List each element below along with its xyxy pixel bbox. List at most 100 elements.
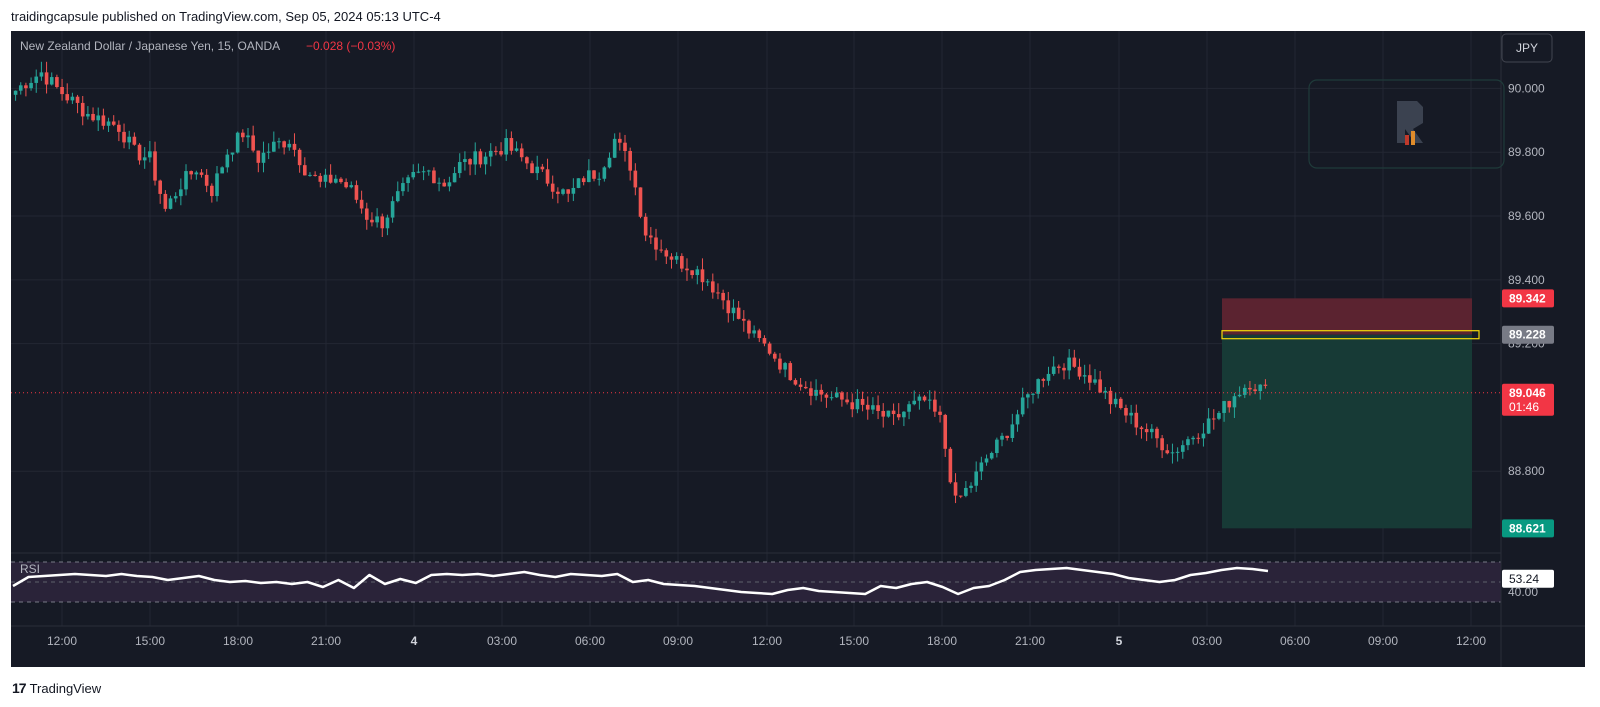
time-tick-label: 4 <box>411 634 418 648</box>
candle-body <box>803 386 808 389</box>
entry-box <box>1221 330 1480 340</box>
candle-body <box>1248 387 1252 390</box>
currency-button-label[interactable]: JPY <box>1516 41 1538 55</box>
candle-body <box>308 174 312 176</box>
price-tick-label: 90.000 <box>1508 81 1545 95</box>
candle-body <box>1093 379 1097 383</box>
candle-body <box>302 165 307 176</box>
candle-body <box>328 174 333 183</box>
price-axis[interactable]: 90.00089.80089.60089.40089.20088.80089.3… <box>1500 31 1554 667</box>
candle-body <box>969 485 973 488</box>
candle-body <box>272 141 276 152</box>
time-tick-label: 15:00 <box>135 634 165 648</box>
candle-body <box>1000 435 1004 440</box>
tradingview-mark-icon: 17 <box>12 680 27 696</box>
candle-body <box>556 191 560 194</box>
candle-body <box>1067 357 1071 371</box>
candle-body <box>618 138 622 143</box>
candle-body <box>995 439 999 453</box>
time-axis[interactable]: 12:00 15:00 18:00 21:00 4 03:00 06:00 09:00 12:0… <box>11 625 1585 648</box>
candle-body <box>927 399 932 401</box>
candle-body <box>581 178 586 183</box>
candle-body <box>1103 390 1108 393</box>
candle-body <box>1196 437 1201 439</box>
candle-body <box>819 389 824 395</box>
candle-body <box>974 471 979 486</box>
candle-body <box>364 208 369 220</box>
candle-body <box>912 400 917 405</box>
candle-body <box>649 235 653 238</box>
candle-body <box>297 149 302 166</box>
candle-body <box>1139 427 1144 430</box>
candle-body <box>793 380 798 385</box>
candle-body <box>55 77 59 87</box>
currency-button[interactable]: JPY <box>1501 33 1553 63</box>
candle-body <box>153 151 157 181</box>
rsi-labels: RSI <box>20 562 40 576</box>
candle-body <box>34 76 39 83</box>
candle-body <box>958 495 963 497</box>
candle-body <box>550 183 555 192</box>
rsi-level-label: 40.00 <box>1508 585 1538 599</box>
candle-body <box>194 172 199 175</box>
candle-body <box>860 398 865 405</box>
price-tag <box>1502 289 1554 308</box>
candle-body <box>509 138 514 151</box>
candle-body <box>953 482 958 496</box>
candle-body <box>1057 366 1061 368</box>
candle-body <box>246 135 250 138</box>
candle-body <box>333 178 338 183</box>
candle-body <box>783 363 787 370</box>
candle-body <box>907 404 911 412</box>
time-tick-label: 03:00 <box>487 634 517 648</box>
price-tag-label: 88.621 <box>1509 521 1546 535</box>
candle-body <box>442 182 447 187</box>
candle-body <box>44 72 49 85</box>
candle-body <box>173 196 178 199</box>
candle-body <box>261 152 266 163</box>
candle-body <box>984 458 989 463</box>
candle-body <box>891 410 896 415</box>
candle-body <box>778 358 782 370</box>
candle-body <box>514 148 519 151</box>
candle-body <box>313 174 317 176</box>
candle-body <box>184 171 188 190</box>
candle-body <box>654 237 658 250</box>
time-tick-label: 21:00 <box>1015 634 1045 648</box>
candle-body <box>571 187 576 194</box>
candle-body <box>690 270 694 276</box>
price-tag-label: 89.342 <box>1509 291 1546 305</box>
candle-body <box>49 77 54 85</box>
time-tick-label: 18:00 <box>223 634 253 648</box>
tradingview-footer-logo[interactable]: 17 TradingView <box>12 680 101 696</box>
candle-body <box>824 394 829 398</box>
rsi-pane <box>11 561 1501 603</box>
candle-body <box>395 191 400 202</box>
candle-body <box>132 136 137 145</box>
candle-body <box>674 256 679 260</box>
candle-body <box>137 144 142 161</box>
candle-body <box>1005 435 1009 438</box>
candle-body <box>18 85 23 91</box>
candle-body <box>380 216 385 229</box>
chart-canvas[interactable]: 90.00089.80089.60089.40089.20088.80089.3… <box>11 31 1585 667</box>
candle-body <box>117 124 121 132</box>
candle-body <box>421 171 426 173</box>
time-tick-label: 18:00 <box>927 634 957 648</box>
candle-body <box>349 185 354 188</box>
candle-body <box>540 166 545 170</box>
candle-body <box>1211 418 1216 420</box>
candle-body <box>680 256 684 269</box>
candle-body <box>1191 437 1195 440</box>
candle-body <box>788 363 793 381</box>
candle-body <box>695 269 700 276</box>
time-tick-label: 15:00 <box>839 634 869 648</box>
stop-loss-zone <box>1222 298 1472 335</box>
candle-body <box>96 115 101 121</box>
candle-body <box>60 86 64 95</box>
chart-frame[interactable]: 90.00089.80089.60089.40089.20088.80089.3… <box>11 31 1585 667</box>
candle-body <box>75 96 80 103</box>
candle-body <box>612 138 617 158</box>
rsi-value-tag <box>1502 569 1554 588</box>
time-tick-label: 03:00 <box>1192 634 1222 648</box>
